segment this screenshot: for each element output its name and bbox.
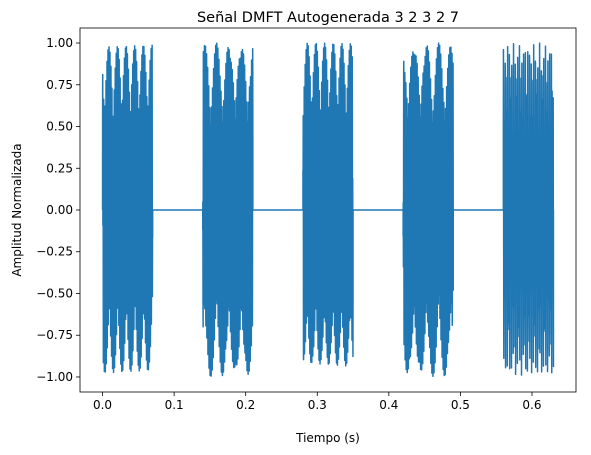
x-tick-label: 0.2 — [236, 398, 255, 412]
x-tick-label: 0.3 — [308, 398, 327, 412]
y-axis-label: Amplitud Normalizada — [10, 143, 24, 276]
signal-line — [101, 42, 555, 378]
x-tick-label: 0.6 — [522, 398, 541, 412]
x-axis-label: Tiempo (s) — [295, 431, 360, 445]
plot-area — [101, 42, 555, 378]
x-tick-label: 0.4 — [379, 398, 398, 412]
x-tick-label: 0.5 — [451, 398, 470, 412]
y-tick-label: 0.75 — [46, 78, 73, 92]
x-tick-label: 0.1 — [165, 398, 184, 412]
y-tick-label: −0.75 — [36, 328, 73, 342]
y-tick-label: 0.25 — [46, 161, 73, 175]
y-tick-label: 1.00 — [46, 36, 73, 50]
y-tick-label: −1.00 — [36, 370, 73, 384]
y-tick-label: −0.50 — [36, 286, 73, 300]
y-tick-label: 0.00 — [46, 203, 73, 217]
x-tick-label: 0.0 — [93, 398, 112, 412]
y-tick-label: −0.25 — [36, 245, 73, 259]
chart-title: Señal DMFT Autogenerada 3 2 3 2 7 — [197, 10, 459, 26]
y-tick-label: 0.50 — [46, 120, 73, 134]
x-axis: 0.0 0.1 0.2 0.3 0.4 0.5 0.6 — [93, 392, 542, 412]
y-axis: 1.00 0.75 0.50 0.25 0.00 −0.25 −0.50 −0.75 −1.00 — [36, 36, 80, 384]
